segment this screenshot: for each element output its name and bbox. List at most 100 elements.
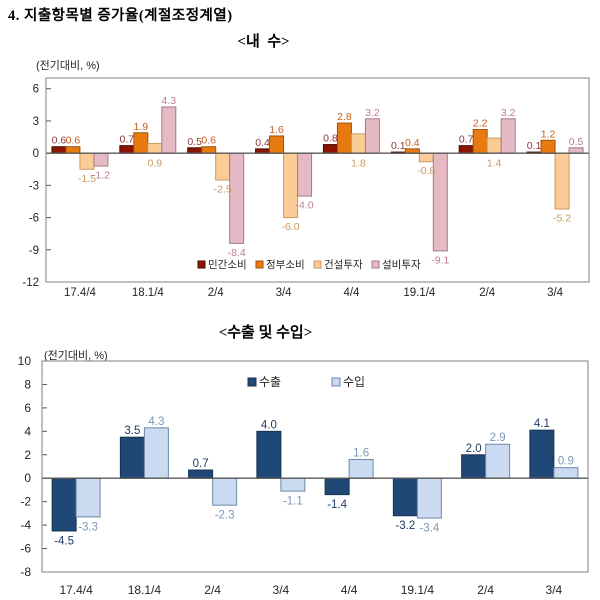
unit-label: (전기대비, %): [36, 59, 100, 72]
bar: [485, 443, 511, 479]
bar-value-label: 0.6: [52, 135, 67, 147]
bar: [269, 135, 285, 154]
bar: [364, 118, 380, 154]
bar-value-label: 3.2: [501, 107, 516, 119]
x-tick-label: 2/4: [204, 583, 221, 597]
legend-swatch: [247, 377, 257, 387]
plot-frame: [45, 77, 590, 283]
chart2-title: <수출 및 수입>: [218, 325, 313, 341]
y-tick-label: -4: [20, 518, 31, 532]
bar-value-label: 2.9: [490, 432, 506, 444]
bar-value-label: -2.3: [215, 510, 235, 522]
bar-value-label: 0.4: [255, 137, 270, 149]
bar: [392, 477, 418, 517]
bar: [147, 142, 163, 154]
bar: [280, 477, 306, 492]
x-tick-label: 17.4/4: [64, 287, 97, 299]
bar: [79, 152, 95, 170]
legend-swatch: [313, 260, 322, 269]
chart1-title: <내 수>: [237, 34, 290, 50]
bar-value-label: -3.3: [78, 521, 98, 533]
y-tick-label: 6: [33, 84, 39, 96]
bar: [554, 152, 570, 210]
bar: [119, 436, 145, 479]
y-tick-label: 2: [24, 448, 31, 462]
bar-value-label: 0.9: [148, 158, 163, 170]
x-tick-label: 19.1/4: [401, 583, 435, 597]
bar: [75, 477, 101, 518]
bar-value-label: 4.0: [261, 419, 277, 431]
bar-value-label: 2.2: [473, 118, 488, 130]
bar: [324, 477, 350, 496]
bar-value-label: 4.3: [148, 416, 164, 428]
bar-value-label: 0.1: [527, 140, 542, 152]
bar-value-label: 0.4: [405, 137, 420, 149]
x-tick-label: 3/4: [546, 583, 563, 597]
x-tick-label: 4/4: [343, 287, 360, 299]
bar: [458, 145, 474, 154]
bar-value-label: 3.5: [124, 425, 140, 437]
legend-label: 수출: [259, 375, 281, 389]
bar-value-label: 3.2: [365, 107, 380, 119]
bar: [187, 147, 203, 154]
bar-value-label: 2.0: [466, 443, 482, 455]
bar-value-label: 0.7: [193, 458, 209, 470]
bar: [529, 429, 555, 479]
y-tick-label: 0: [24, 471, 31, 485]
bar-value-label: 0.8: [323, 133, 338, 145]
bar: [119, 145, 135, 154]
bar-value-label: -1.4: [327, 499, 347, 511]
x-tick-label: 2/4: [479, 287, 496, 299]
bar-value-label: -6.0: [282, 221, 300, 233]
bar: [461, 454, 487, 479]
x-tick-label: 18.1/4: [128, 583, 162, 597]
legend-label: 건설투자: [324, 259, 363, 271]
bar: [472, 129, 488, 154]
bar: [350, 133, 366, 154]
y-tick-label: 6: [24, 401, 31, 415]
bar-value-label: -3.2: [395, 520, 415, 532]
bar: [51, 477, 77, 532]
bar-value-label: -5.2: [553, 212, 571, 224]
legend-label: 정부소비: [266, 259, 305, 271]
bar-value-label: -1.5: [78, 173, 96, 185]
bar-value-label: 0.6: [201, 135, 216, 147]
bar: [133, 132, 149, 154]
bar: [348, 458, 374, 479]
bar-value-label: 0.7: [459, 134, 474, 146]
bar-value-label: 1.4: [487, 158, 502, 170]
bar-value-label: 4.3: [162, 95, 177, 107]
bar: [297, 152, 313, 197]
bar: [336, 122, 352, 154]
bar-value-label: -1.1: [283, 496, 303, 508]
bar: [188, 469, 214, 479]
bar-value-label: -1.2: [92, 170, 110, 182]
y-tick-label: -3: [29, 180, 39, 192]
legend-label: 수입: [343, 375, 365, 389]
legend-label: 민간소비: [208, 259, 247, 271]
bar-value-label: 1.9: [134, 121, 149, 133]
x-tick-label: 3/4: [273, 583, 290, 597]
bar: [568, 147, 584, 154]
x-tick-label: 4/4: [341, 583, 358, 597]
x-tick-label: 19.1/4: [403, 287, 436, 299]
bar: [322, 144, 338, 154]
y-tick-label: -12: [22, 277, 39, 289]
y-tick-label: 8: [24, 377, 31, 391]
bar-value-label: -4.5: [54, 535, 74, 547]
y-tick-label: -8: [20, 565, 31, 579]
legend-swatch: [197, 260, 206, 269]
bar-value-label: 0.5: [187, 136, 202, 148]
y-tick-label: -6: [20, 542, 31, 556]
bar-value-label: 1.6: [269, 124, 284, 136]
page-title: 4. 지출항목별 증가율(계절조정계열): [8, 8, 233, 24]
bar: [51, 146, 67, 154]
bar: [486, 137, 502, 154]
y-tick-label: 3: [33, 116, 39, 128]
x-tick-label: 2/4: [477, 583, 494, 597]
x-tick-label: 17.4/4: [59, 583, 93, 597]
y-tick-label: 10: [18, 354, 32, 368]
x-tick-label: 3/4: [547, 287, 564, 299]
bar-value-label: 1.2: [541, 128, 556, 140]
